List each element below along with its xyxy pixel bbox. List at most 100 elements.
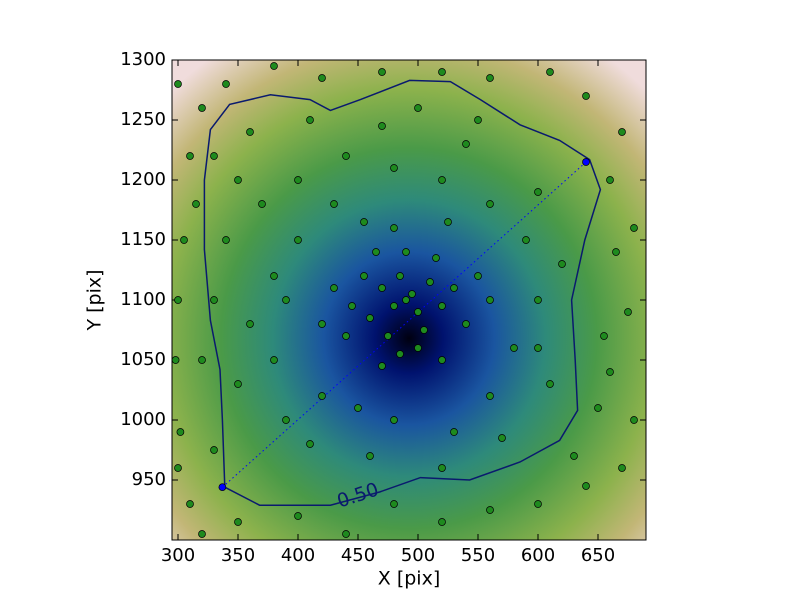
point <box>414 104 422 112</box>
y-tick-label: 1150 <box>120 229 166 250</box>
point <box>606 176 614 184</box>
point <box>486 506 494 514</box>
point <box>234 176 242 184</box>
point <box>420 326 428 334</box>
point <box>342 152 350 160</box>
point <box>218 483 227 492</box>
point <box>294 236 302 244</box>
point <box>186 152 194 160</box>
point <box>306 440 314 448</box>
point <box>438 176 446 184</box>
point <box>282 416 290 424</box>
y-axis-label: Y [pix] <box>84 269 106 331</box>
point <box>426 278 434 286</box>
point <box>210 152 218 160</box>
point <box>210 446 218 454</box>
point <box>534 296 542 304</box>
point <box>186 500 194 508</box>
point <box>618 128 626 136</box>
point <box>402 248 410 256</box>
point <box>438 68 446 76</box>
point <box>330 200 338 208</box>
y-tick-label: 1300 <box>120 49 166 70</box>
point <box>618 464 626 472</box>
point <box>582 482 590 490</box>
diagonal-line <box>222 161 587 488</box>
point <box>582 92 590 100</box>
y-tick-label: 1000 <box>120 409 166 430</box>
point <box>546 380 554 388</box>
x-tick-label: 300 <box>161 545 195 566</box>
x-tick-label: 350 <box>221 545 255 566</box>
point <box>402 296 410 304</box>
point <box>600 332 608 340</box>
x-tick-label: 500 <box>401 545 435 566</box>
point <box>176 428 185 436</box>
point <box>444 218 452 226</box>
point <box>366 452 374 460</box>
x-tick-label: 650 <box>581 545 615 566</box>
point <box>486 296 494 304</box>
point <box>462 320 470 328</box>
point <box>498 434 506 442</box>
point <box>342 530 350 538</box>
point <box>360 272 368 280</box>
point <box>450 284 458 292</box>
point <box>390 224 398 232</box>
point <box>408 290 416 298</box>
point <box>474 272 482 280</box>
point <box>342 332 350 340</box>
point <box>534 344 542 352</box>
point <box>474 116 482 124</box>
point <box>282 296 290 304</box>
point <box>390 416 398 424</box>
point <box>558 260 566 268</box>
point <box>270 62 278 70</box>
point <box>234 518 242 526</box>
point <box>486 200 494 208</box>
point <box>438 518 446 526</box>
point <box>354 404 362 412</box>
point <box>366 314 374 322</box>
point <box>414 308 422 316</box>
point <box>294 512 302 520</box>
point <box>432 254 440 262</box>
point <box>198 530 206 538</box>
point <box>450 428 458 436</box>
y-tick-label: 1250 <box>120 109 166 130</box>
point <box>222 236 230 244</box>
point <box>378 284 386 292</box>
x-tick-label: 600 <box>521 545 555 566</box>
point <box>390 500 398 508</box>
point <box>270 272 278 280</box>
point <box>438 302 446 310</box>
point <box>318 392 326 400</box>
point <box>534 500 542 508</box>
contour-line <box>203 79 602 506</box>
point <box>330 284 338 292</box>
point <box>606 368 614 376</box>
point <box>294 176 302 184</box>
point <box>462 140 470 148</box>
x-tick-label: 450 <box>341 545 375 566</box>
point <box>510 344 518 352</box>
x-tick-label: 400 <box>281 545 315 566</box>
point <box>246 320 254 328</box>
point <box>360 218 368 226</box>
point <box>594 404 602 412</box>
point <box>486 392 494 400</box>
point <box>390 302 398 310</box>
point <box>546 68 554 76</box>
point <box>180 236 188 244</box>
y-tick-label: 1100 <box>120 289 166 310</box>
x-axis-label: X [pix] <box>378 568 440 590</box>
point <box>630 416 638 424</box>
point <box>438 464 446 472</box>
point <box>174 464 182 472</box>
point <box>171 356 180 364</box>
point <box>258 200 266 208</box>
y-tick-label: 1200 <box>120 169 166 190</box>
point <box>210 296 218 304</box>
point <box>198 356 206 364</box>
